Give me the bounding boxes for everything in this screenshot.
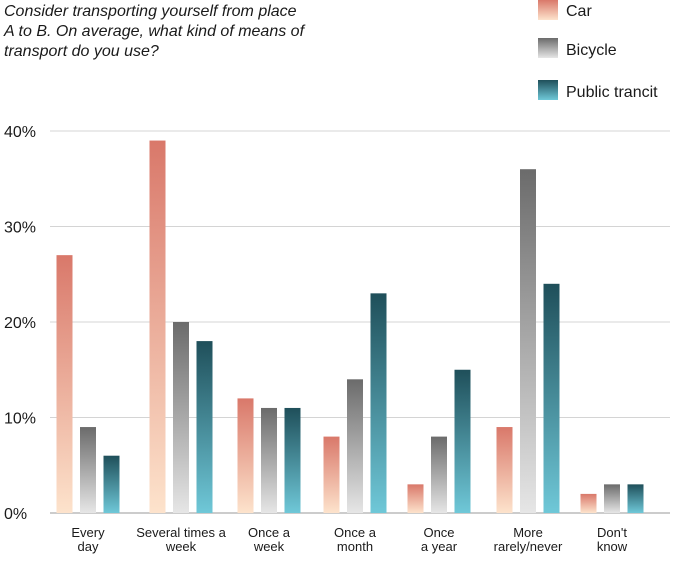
x-category-label: Every day: [71, 525, 105, 554]
bars: [56, 140, 644, 514]
bar-public-transit: [196, 341, 213, 513]
bar-bicycle: [347, 379, 363, 513]
x-category-label: Once a year: [421, 525, 458, 554]
x-category-label: Don't know: [597, 525, 628, 554]
y-tick-label: 20%: [4, 315, 36, 332]
bar-public-transit: [454, 369, 471, 513]
legend-item-car: Car: [538, 0, 592, 20]
y-tick-label: 30%: [4, 220, 36, 237]
bar-group: [237, 398, 301, 513]
chart-legend: Car Bicycle Public trancit: [538, 0, 658, 101]
bar-car: [56, 255, 73, 513]
x-category-label: Several times a week: [136, 525, 226, 554]
bar-bicycle: [431, 436, 447, 513]
bar-public-transit: [543, 283, 560, 513]
chart-title: Consider transporting yourself from plac…: [3, 3, 306, 60]
legend-swatch-public-transit: [538, 80, 558, 100]
x-category-label: Once a week: [248, 525, 291, 554]
chart-title-line-2: A to B. On average, what kind of means o…: [3, 23, 306, 40]
y-tick-label: 0%: [4, 506, 27, 523]
y-axis-ticks: 0% 10% 20% 30% 40%: [4, 124, 36, 523]
x-axis-categories: Every day Several times a week Once a week Onc…: [71, 525, 627, 554]
bar-car: [149, 140, 166, 514]
legend-item-public-transit: Public trancit: [538, 80, 658, 101]
bar-group: [56, 255, 120, 513]
chart-title-line-3: transport do you use?: [4, 43, 159, 60]
legend-label-public-transit: Public trancit: [566, 84, 658, 101]
x-category-label: Once a month: [334, 525, 377, 554]
bar-bicycle: [520, 169, 536, 513]
x-category-label: More rarely/never: [494, 525, 563, 554]
bar-group: [580, 484, 644, 513]
bar-car: [237, 398, 254, 513]
bar-bicycle: [80, 427, 96, 513]
bar-car: [407, 484, 424, 513]
bar-car: [496, 427, 513, 513]
y-tick-label: 40%: [4, 124, 36, 141]
bar-group: [407, 369, 471, 513]
legend-label-bicycle: Bicycle: [566, 42, 617, 59]
legend-swatch-car: [538, 0, 558, 20]
bar-car: [323, 436, 340, 513]
legend-item-bicycle: Bicycle: [538, 38, 617, 59]
y-tick-label: 10%: [4, 411, 36, 428]
legend-swatch-bicycle: [538, 38, 558, 58]
bar-group: [496, 169, 560, 513]
bar-public-transit: [284, 407, 301, 513]
bar-car: [580, 493, 597, 513]
bar-bicycle: [261, 407, 277, 513]
bar-public-transit: [627, 484, 644, 513]
bar-bicycle: [604, 484, 620, 513]
chart-title-line-1: Consider transporting yourself from plac…: [4, 3, 297, 20]
bar-bicycle: [173, 322, 189, 513]
bar-group: [149, 140, 213, 514]
bar-public-transit: [370, 293, 387, 513]
legend-label-car: Car: [566, 3, 592, 20]
bar-group: [323, 293, 387, 513]
bar-public-transit: [103, 455, 120, 513]
